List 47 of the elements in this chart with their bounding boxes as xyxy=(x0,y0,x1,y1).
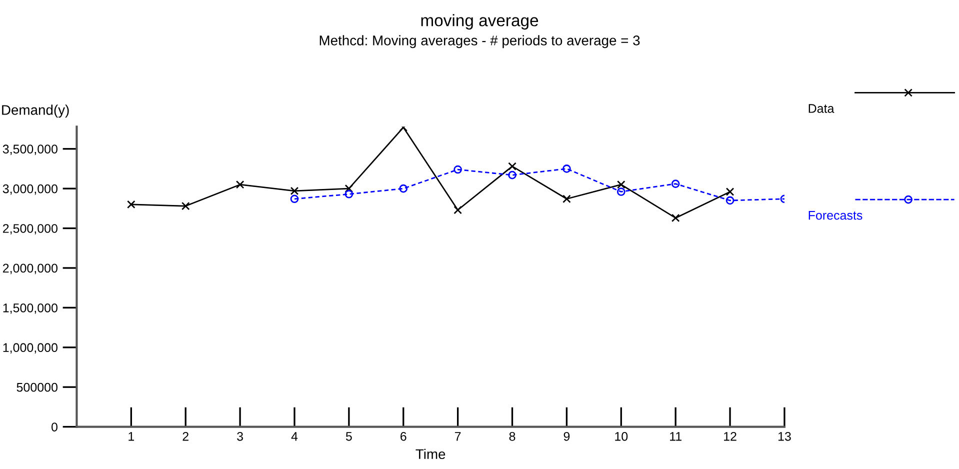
y-axis-title: Demand(y) xyxy=(2,104,69,118)
y-tick-label: 3,000,000 xyxy=(2,184,58,195)
chart-title: moving average xyxy=(421,14,538,30)
point xyxy=(726,188,734,196)
x-tick-label: 5 xyxy=(346,432,352,441)
point xyxy=(126,200,136,209)
y-tick-label: 500000 xyxy=(16,382,58,392)
point xyxy=(562,164,571,173)
x-tick-label: 8 xyxy=(509,432,516,441)
chart-subtitle: Methcd: Moving averages - # periods to average = 3 xyxy=(320,35,640,48)
y-tick-label: 3,500,000 xyxy=(2,144,58,155)
y-tick-label: 0 xyxy=(52,422,58,432)
point xyxy=(290,194,299,204)
y-tick-label: 2,500,000 xyxy=(2,224,58,234)
x-tick-label: 4 xyxy=(291,432,298,441)
y-tick-label: 1,000,000 xyxy=(3,343,58,354)
x-tick-label: 13 xyxy=(778,432,791,441)
x-tick-label: 7 xyxy=(454,432,461,441)
point xyxy=(616,188,626,196)
series-label: Forecasts xyxy=(808,211,862,220)
point xyxy=(236,180,244,189)
x-tick-label: 3 xyxy=(237,432,243,441)
point xyxy=(181,202,190,210)
y-tick-label: 1,500,000 xyxy=(3,303,58,314)
point xyxy=(399,184,408,193)
point xyxy=(726,196,734,205)
x-tick-label: 1 xyxy=(128,432,134,441)
point xyxy=(344,190,354,198)
point xyxy=(344,184,354,193)
point xyxy=(562,194,571,204)
x-tick-label: 11 xyxy=(670,432,682,441)
x-axis-title: Time xyxy=(416,448,446,460)
point xyxy=(508,162,516,170)
x-tick-label: 2 xyxy=(182,432,188,441)
point xyxy=(508,170,516,180)
point xyxy=(616,180,626,189)
x-tick-label: 9 xyxy=(564,432,570,441)
text: Data xyxy=(808,104,834,113)
x-tick-label: 12 xyxy=(724,432,736,441)
point xyxy=(671,214,680,222)
point xyxy=(454,206,462,214)
x-tick-label: 10 xyxy=(615,432,628,441)
x-tick-label: 6 xyxy=(400,432,406,441)
y-tick-label: 2,000,000 xyxy=(2,264,58,274)
point xyxy=(454,165,462,174)
point xyxy=(290,186,299,196)
point xyxy=(671,180,680,188)
